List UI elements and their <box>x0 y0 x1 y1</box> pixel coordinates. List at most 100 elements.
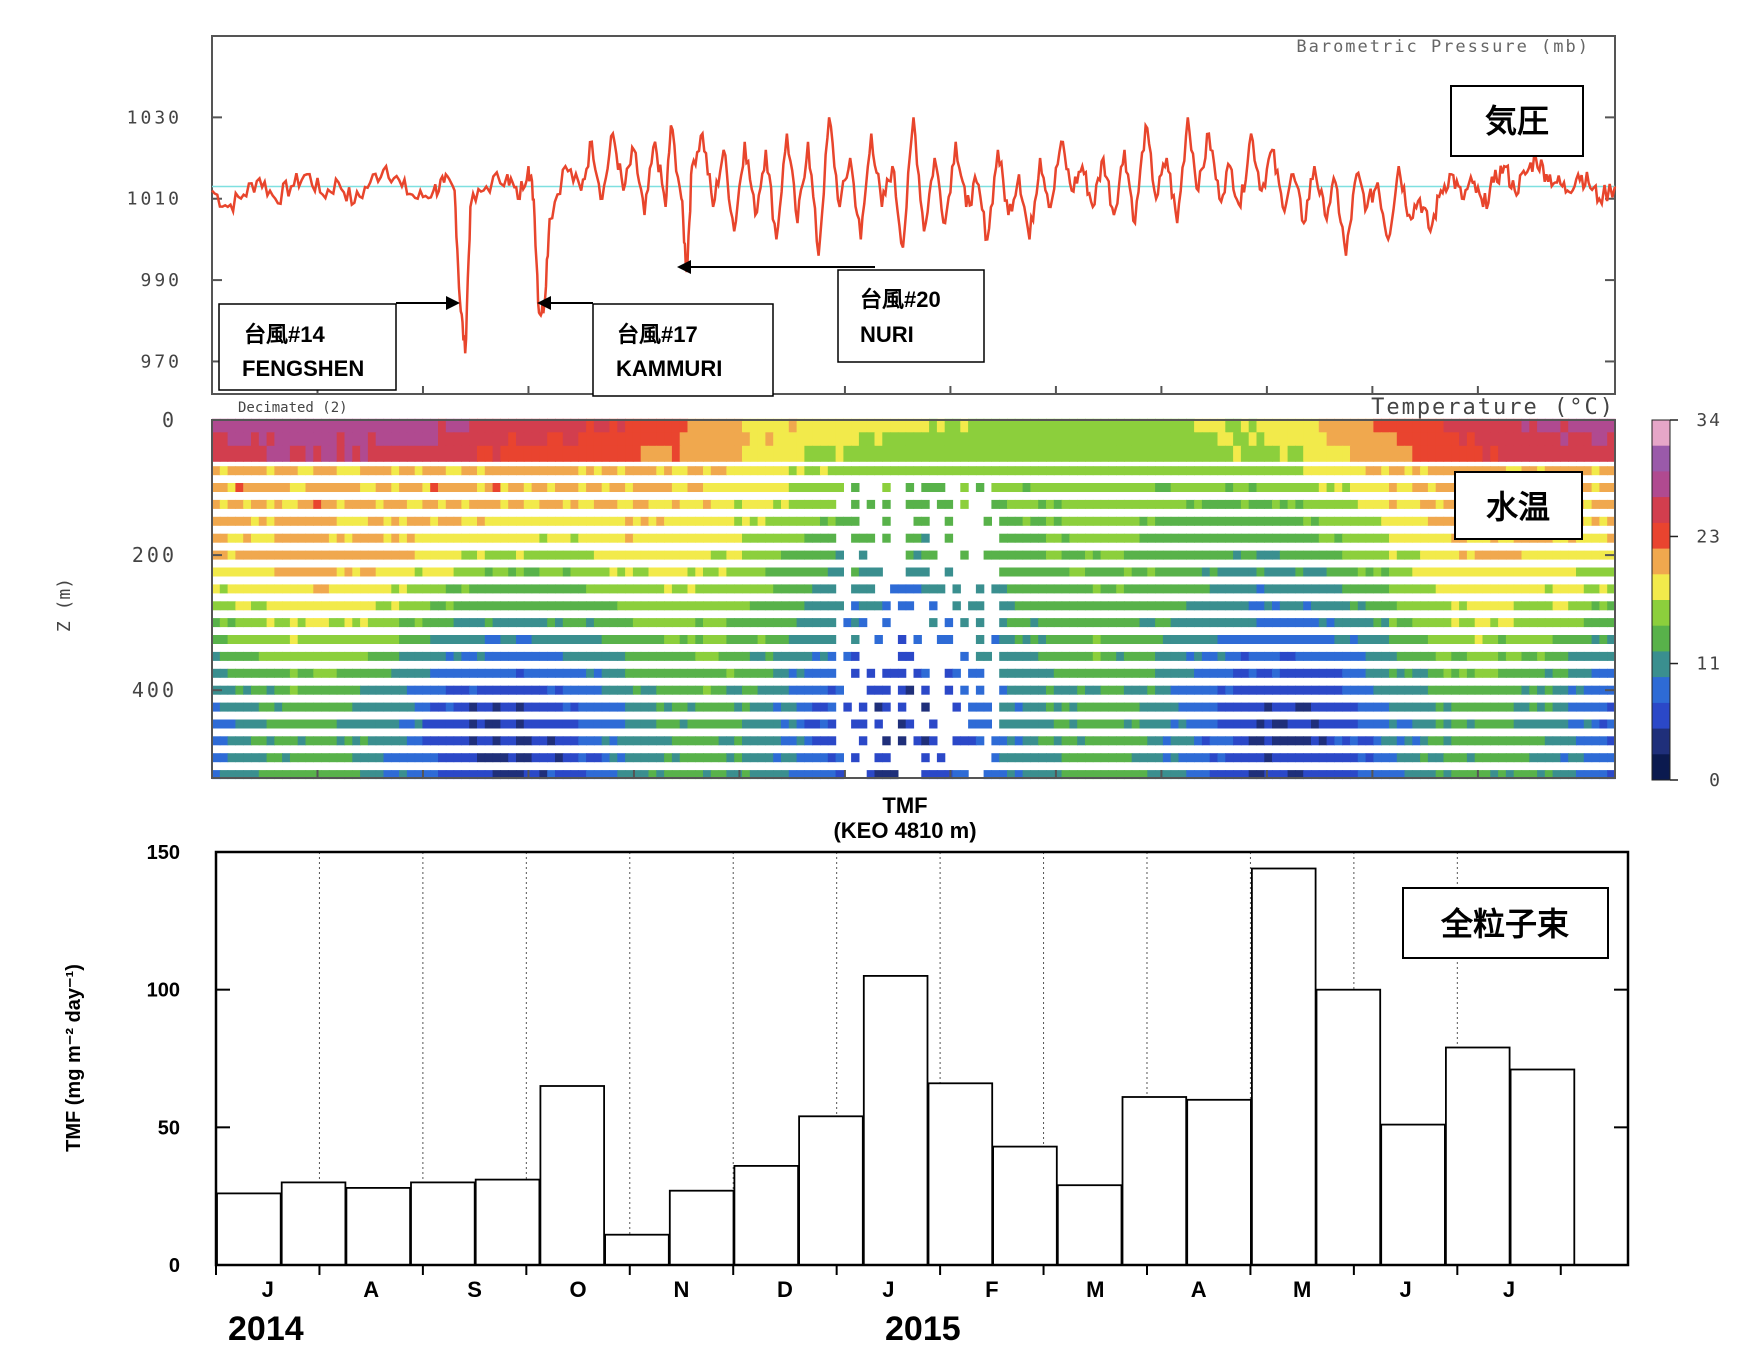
temperature-cell <box>1459 719 1468 729</box>
temperature-cell <box>765 483 774 492</box>
temperature-cell <box>1069 483 1078 492</box>
temperature-cell <box>1365 567 1374 577</box>
temperature-cell <box>344 668 353 678</box>
temperature-cell <box>1272 584 1281 594</box>
temperature-cell <box>1576 584 1585 594</box>
temperature-cell <box>1459 445 1468 462</box>
temperature-cell <box>352 533 361 543</box>
temperature-cell <box>555 499 564 509</box>
temperature-cell <box>812 533 821 543</box>
temperature-cell <box>243 651 252 661</box>
temperature-cell <box>1092 753 1102 763</box>
temperature-cell <box>1396 719 1406 729</box>
temperature-cell <box>547 466 556 476</box>
temperature-cell <box>586 618 595 628</box>
temperature-cell <box>305 719 314 729</box>
temperature-cell <box>1014 601 1024 611</box>
temperature-cell <box>391 516 400 526</box>
temperature-cell <box>422 753 431 763</box>
temperature-cell <box>781 668 790 678</box>
temperature-cell <box>929 550 938 560</box>
temperature-cell <box>632 567 642 577</box>
temperature-cell <box>516 483 525 492</box>
temperature-cell <box>274 533 283 543</box>
temperature-cell <box>1318 719 1328 729</box>
temperature-cell <box>531 567 540 577</box>
temperature-cell <box>344 719 353 729</box>
temperature-cell <box>866 445 876 462</box>
temperature-cell <box>820 445 829 462</box>
temperature-cell <box>282 618 291 628</box>
temperature-cell <box>1209 432 1219 449</box>
temperature-cell <box>1591 499 1600 509</box>
temperature-cell <box>516 601 525 611</box>
temperature-cell <box>1139 601 1148 611</box>
temperature-cell <box>718 499 727 509</box>
temperature-cell <box>1217 651 1226 661</box>
temperature-cell <box>897 466 907 476</box>
temperature-cell <box>1007 618 1016 628</box>
temperature-cell <box>1123 601 1133 611</box>
temperature-cell <box>851 719 860 729</box>
temperature-cell <box>648 651 657 661</box>
temperature-cell <box>586 668 595 678</box>
temperature-cell <box>1318 418 1328 435</box>
temperature-cell <box>897 719 907 729</box>
temperature-cell <box>1396 668 1406 678</box>
temperature-cell <box>882 516 891 526</box>
temperature-cell <box>1568 550 1577 560</box>
temperature-cell <box>1240 601 1250 611</box>
temperature-cell <box>1451 618 1460 628</box>
temperature-cell <box>562 499 572 509</box>
temperature-cell <box>570 466 579 476</box>
temperature-cell <box>960 466 969 476</box>
temperature-cell <box>773 702 782 712</box>
temperature-cell <box>305 601 314 611</box>
temperature-cell <box>430 445 439 462</box>
temperature-cell <box>1381 584 1390 594</box>
temperature-cell <box>1552 702 1561 712</box>
temperature-cell <box>851 753 860 763</box>
temperature-cell <box>328 685 338 695</box>
temperature-cell <box>1451 601 1460 611</box>
temperature-cell <box>1256 736 1265 746</box>
temperature-cell <box>1022 736 1031 746</box>
temperature-cell <box>1287 516 1296 526</box>
temperature-cell <box>1443 719 1452 729</box>
temperature-cell <box>1544 584 1554 594</box>
temperature-cell <box>1389 550 1398 560</box>
temperature-cell <box>1443 567 1452 577</box>
temperature-cell <box>718 483 727 492</box>
temperature-cell <box>1576 418 1585 435</box>
temperature-cell <box>243 601 252 611</box>
temperature-cell <box>1162 418 1172 435</box>
temperature-cell <box>305 483 314 492</box>
temperature-cell <box>1583 618 1593 628</box>
temperature-cell <box>469 499 478 509</box>
temperature-cell <box>438 736 447 746</box>
temperature-cell <box>968 418 977 435</box>
temperature-cell <box>274 618 283 628</box>
temperature-cell <box>703 651 712 661</box>
temperature-cell <box>336 702 346 712</box>
temperature-cell <box>1357 753 1367 763</box>
temperature-cell <box>1100 567 1109 577</box>
temperature-cell <box>336 770 346 780</box>
temperature-cell <box>905 499 915 509</box>
temperature-cell <box>999 601 1008 611</box>
temperature-cell <box>1139 445 1148 462</box>
temperature-cell <box>742 668 751 678</box>
temperature-cell <box>1568 719 1577 729</box>
temperature-cell <box>274 432 283 449</box>
temperature-cell <box>1217 601 1226 611</box>
temperature-cell <box>1435 753 1445 763</box>
temperature-cell <box>648 601 657 611</box>
temperature-cell <box>539 432 548 449</box>
temperature-cell <box>1170 584 1180 594</box>
temperature-cell <box>445 445 455 462</box>
temperature-cell <box>1147 753 1156 763</box>
temperature-cell <box>1077 702 1086 712</box>
temperature-cell <box>1396 432 1406 449</box>
temperature-cell <box>251 651 260 661</box>
temperature-cell <box>1053 432 1063 449</box>
